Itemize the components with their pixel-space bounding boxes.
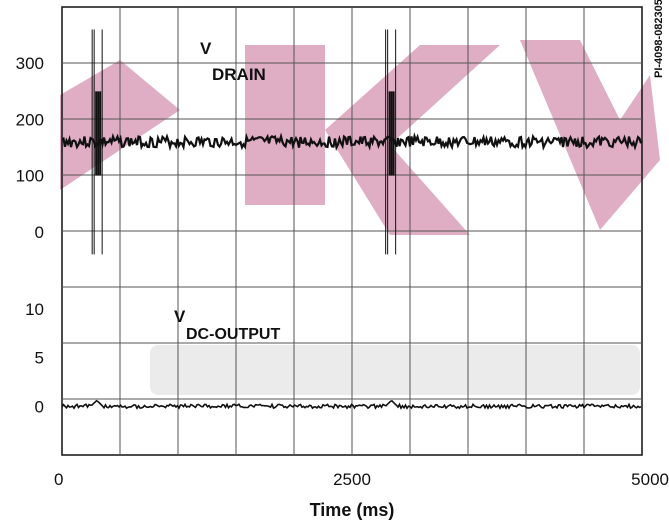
watermark-shape-k bbox=[245, 45, 325, 205]
grid bbox=[62, 7, 642, 455]
trace-label-drain: V DRAIN bbox=[200, 39, 266, 84]
x-tick-label: 0 bbox=[54, 470, 63, 489]
y-tick-label-dc-output: 0 bbox=[35, 397, 44, 416]
y-tick-labels: 300 200 100 0 10 5 0 bbox=[16, 54, 44, 416]
trace-drain bbox=[61, 132, 643, 152]
trace-label-output-sub: DC-OUTPUT bbox=[186, 326, 280, 343]
y-tick-label-drain: 300 bbox=[16, 54, 44, 73]
figure-id: PI-4098-082305 bbox=[653, 0, 665, 78]
watermark-shape-k-arm bbox=[325, 45, 500, 235]
y-tick-label-dc-output: 5 bbox=[35, 349, 44, 368]
traces bbox=[61, 29, 643, 410]
trace-dc-output bbox=[61, 399, 642, 410]
x-tick-labels: 0 2500 5000 bbox=[54, 470, 669, 489]
y-tick-label-drain: 100 bbox=[16, 167, 44, 186]
x-tick-label: 2500 bbox=[333, 470, 371, 489]
trace-label-output-main: V bbox=[174, 307, 186, 326]
y-tick-label-drain: 200 bbox=[16, 110, 44, 129]
y-tick-label-dc-output: 10 bbox=[25, 300, 44, 319]
watermark-shape-y bbox=[520, 40, 660, 230]
trace-label-drain-main: V bbox=[200, 39, 212, 58]
y-tick-label-drain: 0 bbox=[35, 223, 44, 242]
trace-label-drain-sub: DRAIN bbox=[212, 65, 266, 84]
x-tick-label: 5000 bbox=[631, 470, 669, 489]
watermark-arabic-text bbox=[150, 345, 640, 395]
trace-label-dc-output: V DC-OUTPUT bbox=[174, 307, 280, 343]
x-axis-title: Time (ms) bbox=[310, 500, 395, 520]
watermark bbox=[60, 40, 660, 395]
